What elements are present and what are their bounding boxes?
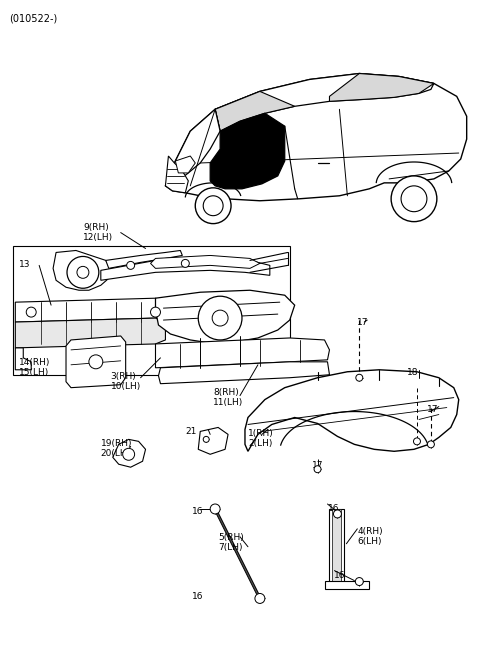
Polygon shape (15, 298, 166, 322)
Circle shape (195, 188, 231, 223)
Circle shape (198, 296, 242, 340)
Text: 16: 16 (327, 504, 339, 513)
Polygon shape (101, 259, 270, 280)
Polygon shape (198, 428, 228, 454)
Polygon shape (215, 74, 434, 131)
Circle shape (427, 441, 434, 448)
Text: 11(LH): 11(LH) (213, 398, 243, 406)
Polygon shape (329, 74, 434, 101)
Polygon shape (214, 507, 262, 601)
Polygon shape (166, 109, 220, 186)
Text: 7(LH): 7(LH) (218, 543, 242, 552)
Text: (010522-): (010522-) (9, 14, 58, 24)
Text: 8(RH): 8(RH) (213, 388, 239, 396)
Polygon shape (106, 251, 182, 269)
Polygon shape (156, 338, 329, 368)
Circle shape (391, 176, 437, 221)
Polygon shape (15, 348, 31, 370)
Circle shape (355, 577, 363, 585)
Text: 20(LH): 20(LH) (101, 450, 131, 458)
Polygon shape (245, 370, 459, 452)
Text: 5(RH): 5(RH) (218, 533, 244, 542)
Text: 10(LH): 10(LH) (111, 382, 141, 391)
Polygon shape (324, 581, 369, 589)
Polygon shape (210, 113, 285, 189)
Polygon shape (166, 156, 188, 193)
Text: 17: 17 (357, 318, 369, 327)
Text: 15(LH): 15(LH) (19, 368, 49, 377)
Text: 13: 13 (19, 261, 31, 269)
Text: 16: 16 (335, 571, 346, 579)
Polygon shape (212, 505, 263, 603)
Bar (13, 245, 290, 375)
Polygon shape (151, 255, 260, 269)
Polygon shape (333, 509, 341, 587)
Text: 12(LH): 12(LH) (83, 233, 113, 241)
Polygon shape (175, 156, 195, 173)
Circle shape (255, 593, 265, 603)
Polygon shape (329, 509, 344, 587)
Circle shape (151, 307, 160, 317)
Text: 17: 17 (312, 461, 323, 470)
Circle shape (67, 257, 99, 288)
Circle shape (123, 448, 134, 460)
Polygon shape (156, 290, 295, 343)
Polygon shape (113, 440, 145, 467)
Circle shape (26, 307, 36, 317)
Text: 3(RH): 3(RH) (111, 372, 136, 381)
Polygon shape (66, 336, 126, 388)
Text: 9(RH): 9(RH) (83, 223, 108, 231)
Text: 16: 16 (192, 593, 204, 601)
Circle shape (127, 261, 134, 269)
Circle shape (334, 510, 341, 518)
Circle shape (203, 436, 209, 442)
Circle shape (181, 259, 189, 267)
Text: 4(RH): 4(RH) (357, 527, 383, 536)
Text: 2(LH): 2(LH) (248, 440, 272, 448)
Text: 14(RH): 14(RH) (19, 358, 51, 367)
Circle shape (413, 438, 420, 445)
Text: 19(RH): 19(RH) (101, 440, 132, 448)
Circle shape (203, 196, 223, 215)
Circle shape (314, 465, 321, 473)
Polygon shape (15, 318, 166, 348)
Text: 16: 16 (192, 507, 204, 516)
Text: 1(RH): 1(RH) (248, 430, 274, 438)
Polygon shape (158, 362, 329, 384)
Circle shape (210, 504, 220, 514)
Text: 21: 21 (185, 428, 197, 436)
Circle shape (77, 267, 89, 278)
Polygon shape (166, 74, 467, 201)
Polygon shape (53, 251, 111, 290)
Circle shape (212, 310, 228, 326)
Circle shape (89, 355, 103, 369)
Circle shape (401, 186, 427, 211)
Text: 18: 18 (407, 368, 419, 377)
Text: 6(LH): 6(LH) (357, 537, 382, 546)
Polygon shape (215, 91, 295, 131)
Circle shape (356, 374, 363, 381)
Text: 17: 17 (427, 404, 438, 414)
